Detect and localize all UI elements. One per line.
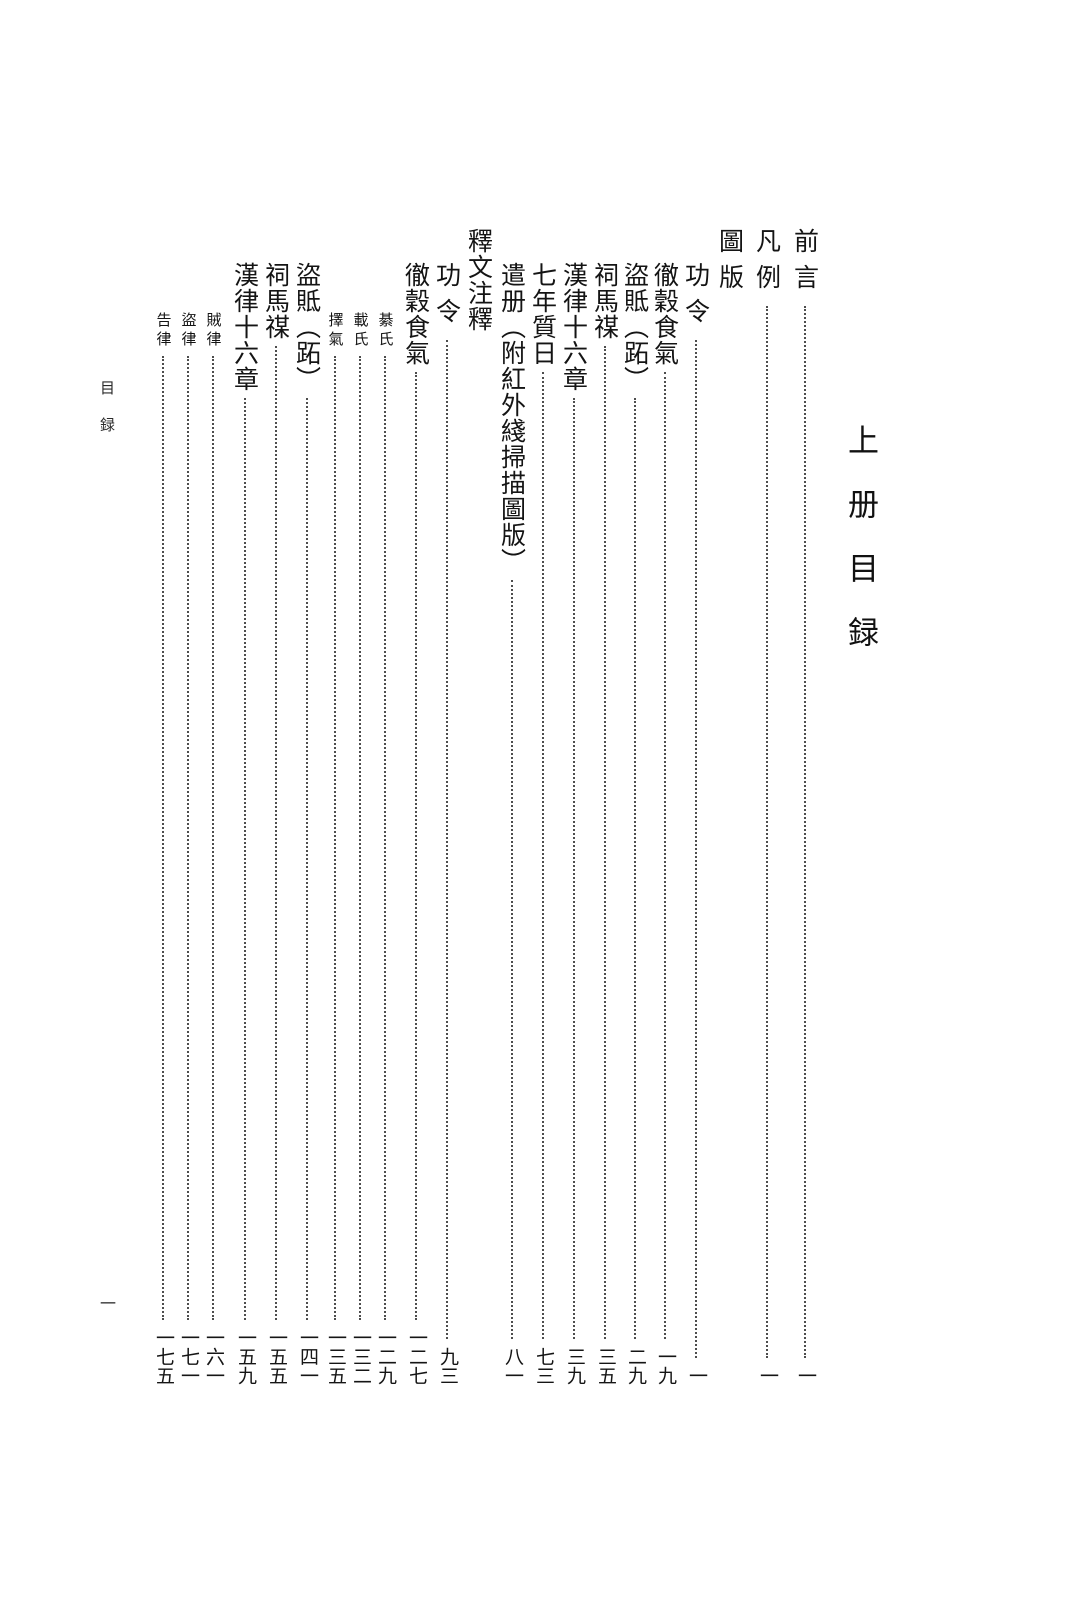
toc-entry-label: 盜律 — [179, 312, 198, 350]
toc-dot-leader — [804, 306, 806, 1358]
toc-entry[interactable]: 漢律十六章 一五九 — [230, 262, 260, 1385]
toc-entry[interactable]: 載氏 一三二 — [349, 312, 372, 1385]
toc-dot-leader — [275, 346, 277, 1320]
toc-page-number: 一三二 — [349, 1328, 372, 1385]
toc-entry[interactable]: 前言一 — [790, 228, 820, 1385]
toc-entry[interactable]: 盜貾（跖） 二九 — [620, 262, 650, 1385]
toc-entry[interactable]: 祠馬禖 一五五 — [261, 262, 291, 1385]
toc-page-number: 一四一 — [296, 1328, 319, 1385]
toc-dot-leader — [766, 306, 768, 1358]
toc-dot-leader — [306, 398, 308, 1320]
toc-entry[interactable]: 七年質日 七三 — [528, 262, 558, 1385]
toc-entry-label: 功令 — [432, 262, 462, 334]
toc-entry[interactable]: 告律 一七五 — [152, 312, 175, 1385]
toc-page-number: 一五五 — [265, 1328, 288, 1385]
toc-entry-label: 圖版 — [715, 228, 745, 300]
toc-page-number: 一二九 — [374, 1328, 397, 1385]
toc-entry[interactable]: 賊律 一六一 — [202, 312, 225, 1385]
toc-entry[interactable]: 圖版 — [715, 228, 745, 380]
toc-page-number: 一 — [756, 1366, 779, 1385]
page-title: 上册目録 — [842, 424, 878, 680]
toc-entry-label: 擇氣 — [326, 312, 345, 350]
folio-number: 一 — [97, 1295, 116, 1311]
toc-page-number: 一五九 — [234, 1328, 257, 1385]
toc-entry[interactable]: 漢律十六章 三九 — [559, 262, 589, 1385]
toc-entry[interactable]: 功令 九三 — [432, 262, 462, 1385]
toc-entry-label: 功令 — [681, 262, 711, 334]
toc-dot-leader — [446, 340, 448, 1339]
toc-entry[interactable]: 綦氏 一二九 — [374, 312, 397, 1385]
toc-entry-label: 徹穀食氣 — [401, 262, 431, 366]
toc-entry-label: 載氏 — [351, 312, 370, 350]
toc-entry-label: 釋文注釋 — [464, 228, 494, 332]
toc-entry-label: 前言 — [790, 228, 820, 300]
toc-page-number: 一九 — [654, 1347, 677, 1385]
toc-dot-leader — [244, 398, 246, 1320]
toc-entry-label: 漢律十六章 — [559, 262, 589, 392]
running-head: 目録 — [98, 380, 116, 454]
toc-entry-label: 盜貾（跖） — [292, 262, 322, 392]
toc-dot-leader — [634, 398, 636, 1339]
toc-entry-label: 祠馬禖 — [590, 262, 620, 340]
toc-dot-leader — [542, 372, 544, 1339]
toc-dot-leader — [511, 580, 513, 1339]
toc-dot-leader — [359, 356, 361, 1320]
toc-page-number: 一三五 — [324, 1328, 347, 1385]
toc-entry[interactable]: 功令一 — [681, 262, 711, 1385]
toc-page-number: 一 — [685, 1366, 708, 1385]
toc-dot-leader — [695, 340, 697, 1358]
toc-entry[interactable]: 遣册（附紅外綫掃描圖版） 八一 — [497, 262, 527, 1385]
toc-page-number: 一二七 — [405, 1328, 428, 1385]
toc-dot-leader — [212, 356, 214, 1320]
toc-entry-label: 七年質日 — [528, 262, 558, 366]
toc-entry-label: 徹穀食氣 — [650, 262, 680, 366]
toc-dot-leader — [664, 372, 666, 1339]
toc-entry[interactable]: 徹穀食氣 一二七 — [401, 262, 431, 1385]
toc-page-number: 八一 — [501, 1347, 524, 1385]
toc-dot-leader — [162, 356, 164, 1320]
toc-entry-label: 綦氏 — [376, 312, 395, 350]
toc-entry-label: 漢律十六章 — [230, 262, 260, 392]
toc-page-number: 一七五 — [152, 1328, 175, 1385]
toc-entry[interactable]: 擇氣 一三五 — [324, 312, 347, 1385]
toc-entry-label: 凡例 — [752, 228, 782, 300]
toc-page-number: 二九 — [624, 1347, 647, 1385]
toc-dot-leader — [384, 356, 386, 1320]
toc-dot-leader — [415, 372, 417, 1320]
toc-page-number: 九三 — [436, 1347, 459, 1385]
toc-dot-leader — [187, 356, 189, 1320]
toc-entry[interactable]: 盜貾（跖） 一四一 — [292, 262, 322, 1385]
toc-entry-label: 遣册（附紅外綫掃描圖版） — [497, 262, 527, 574]
toc-dot-leader — [604, 346, 606, 1339]
toc-page-number: 一七一 — [177, 1328, 200, 1385]
toc-entry-label: 盜貾（跖） — [620, 262, 650, 392]
toc-entry[interactable]: 盜律 一七一 — [177, 312, 200, 1385]
toc-dot-leader — [334, 356, 336, 1320]
toc-page-number: 一六一 — [202, 1328, 225, 1385]
toc-entry-label: 祠馬禖 — [261, 262, 291, 340]
toc-entry-label: 賊律 — [204, 312, 223, 350]
toc-page-number: 七三 — [532, 1347, 555, 1385]
toc-entry[interactable]: 徹穀食氣 一九 — [650, 262, 680, 1385]
toc-entry[interactable]: 祠馬禖 三五 — [590, 262, 620, 1385]
toc-page-number: 三五 — [594, 1347, 617, 1385]
toc-entry-label: 告律 — [154, 312, 173, 350]
toc-dot-leader — [573, 398, 575, 1339]
toc-entry[interactable]: 凡例一 — [752, 228, 782, 1385]
toc-page-number: 三九 — [563, 1347, 586, 1385]
toc-page-number: 一 — [794, 1366, 817, 1385]
toc-entry[interactable]: 釋文注釋 — [464, 228, 494, 340]
